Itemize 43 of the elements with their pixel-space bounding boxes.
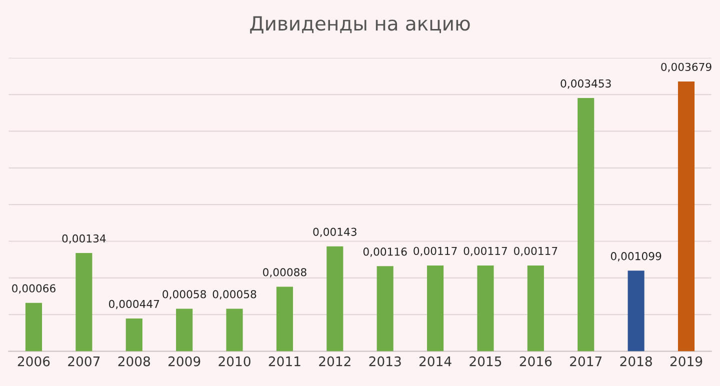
data-label: 0,00143 (313, 228, 356, 238)
x-tick-label: 2008 (118, 356, 150, 366)
x-tick-label: 2006 (18, 356, 50, 366)
data-label: 0,003679 (661, 62, 712, 72)
x-tick-label: 2014 (419, 356, 452, 366)
x-tick-label: 2012 (319, 356, 350, 366)
bar (376, 266, 394, 352)
bar (427, 265, 444, 352)
x-tick-label: 2013 (369, 356, 401, 366)
bar (76, 252, 92, 352)
data-label: 0,00134 (62, 234, 106, 244)
data-label: 0,00117 (514, 246, 558, 256)
x-tick-label: 2007 (68, 356, 100, 366)
data-label: 0,001099 (610, 252, 662, 262)
data-label: 0,00117 (414, 246, 457, 256)
data-label: 0,000447 (108, 300, 160, 310)
x-tick-label: 2015 (470, 356, 502, 366)
bar (527, 265, 544, 352)
bar (176, 308, 193, 352)
x-tick-label: 2017 (570, 356, 602, 366)
data-label: 0,00088 (263, 268, 306, 278)
bar (628, 270, 644, 352)
data-label: 0,00066 (12, 284, 56, 294)
bar (678, 81, 695, 352)
x-tick-label: 2019 (670, 356, 702, 366)
x-tick-label: 2011 (268, 356, 300, 366)
bar (326, 246, 344, 352)
data-label: 0,00058 (212, 290, 256, 300)
data-label: 0,00117 (464, 246, 507, 256)
data-label: 0,00116 (363, 248, 407, 257)
bar (578, 98, 594, 352)
bar (276, 286, 293, 352)
bar (126, 318, 142, 352)
bar (477, 265, 494, 352)
x-tick-label: 2009 (168, 356, 200, 366)
x-tick-label: 2010 (218, 356, 250, 366)
chart-title: Дивиденды на акцию (250, 16, 470, 34)
data-label: 0,003453 (560, 79, 611, 89)
x-tick-label: 2016 (520, 356, 552, 366)
x-tick-label: 2018 (620, 356, 652, 366)
bar (25, 302, 42, 352)
bar (226, 308, 243, 352)
data-label: 0,00058 (162, 290, 206, 300)
